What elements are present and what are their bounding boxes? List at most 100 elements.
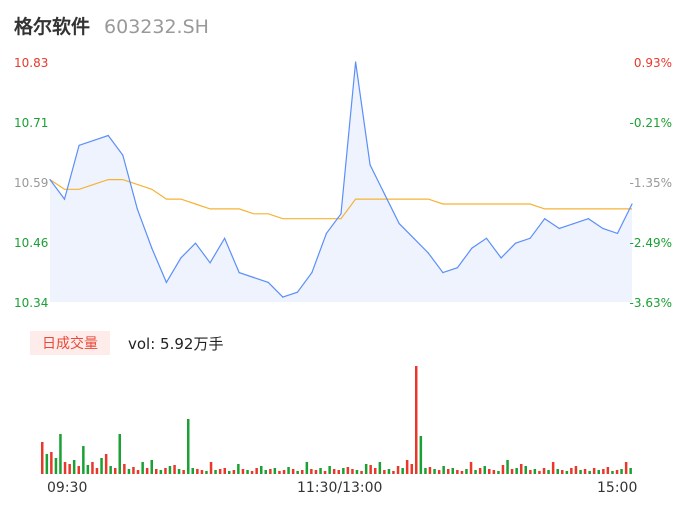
volume-bar — [68, 464, 71, 474]
price-point — [500, 257, 502, 259]
y-tick-left: 10.71 — [14, 116, 48, 130]
volume-bar — [369, 465, 372, 474]
volume-bar — [355, 470, 359, 474]
volume-bar — [173, 465, 176, 474]
price-point — [587, 218, 590, 220]
volume-bar — [401, 468, 404, 474]
volume-bar — [205, 471, 208, 474]
volume-bar — [255, 468, 258, 474]
volume-bar — [264, 470, 267, 474]
price-point — [136, 208, 138, 210]
average-line — [49, 179, 632, 220]
y-tick-right: 0.93% — [634, 56, 672, 70]
price-point — [49, 179, 51, 181]
price-point — [93, 139, 95, 141]
volume-bar — [314, 470, 318, 474]
price-point — [602, 227, 604, 230]
volume-bar — [492, 470, 496, 474]
y-tick-right: -3.63% — [630, 296, 672, 310]
price-point — [544, 218, 546, 220]
volume-bar — [104, 454, 108, 474]
volume-bar — [424, 468, 427, 474]
volume-bar — [114, 468, 117, 474]
volume-bar — [273, 468, 277, 474]
volume-bar — [301, 470, 304, 474]
volume-bar — [132, 467, 135, 474]
volume-bar — [246, 470, 249, 474]
volume-bar — [360, 471, 363, 474]
time-label-midday: 11:30/13:00 — [297, 480, 383, 496]
volume-bar — [351, 469, 354, 474]
volume-bar — [282, 470, 286, 474]
volume-bar — [337, 470, 340, 474]
volume-bar — [136, 470, 140, 474]
volume-bar — [323, 471, 327, 474]
volume-bar — [291, 469, 295, 474]
volume-bar — [228, 471, 231, 474]
volume-bar — [565, 471, 569, 474]
price-point — [471, 247, 473, 249]
volume-bar — [196, 469, 199, 474]
volume-bar — [561, 470, 564, 474]
volume-bar — [588, 471, 591, 474]
volume-bar — [100, 458, 103, 474]
y-tick-right: -0.21% — [630, 116, 672, 130]
volume-bar — [606, 467, 610, 474]
volume-bar — [542, 468, 546, 474]
volume-bar — [428, 467, 432, 474]
price-point — [151, 247, 153, 249]
volume-bar — [310, 469, 313, 474]
volume-bar — [86, 465, 90, 474]
volume-bar — [145, 468, 149, 474]
price-point — [616, 232, 619, 234]
volume-bar — [405, 460, 409, 474]
volume-bar — [410, 464, 413, 474]
volume-bar — [378, 462, 382, 474]
volume-bar — [551, 462, 555, 474]
price-point — [340, 213, 342, 215]
volume-bar — [442, 466, 445, 474]
price-point — [369, 164, 371, 166]
volume-bar — [223, 468, 226, 474]
price-point — [311, 272, 313, 274]
volume-bar — [164, 468, 167, 474]
price-point — [63, 198, 66, 200]
volume-bar — [342, 468, 345, 474]
volume-bar — [82, 446, 85, 474]
volume-bar-chart — [41, 366, 632, 474]
volume-bar — [155, 469, 158, 474]
volume-bar — [72, 460, 76, 474]
volume-bar — [237, 464, 240, 474]
volume-bar — [579, 470, 582, 474]
volume-bar — [123, 464, 126, 474]
volume-bar — [346, 467, 350, 474]
volume-bar — [547, 470, 550, 474]
price-point — [384, 193, 386, 195]
stock-header: 格尔软件 603232.SH — [14, 12, 209, 40]
y-tick-right: -1.35% — [630, 176, 672, 190]
volume-bar — [460, 471, 464, 474]
volume-bar — [447, 469, 450, 474]
volume-bar — [50, 452, 53, 474]
volume-bar — [191, 468, 194, 474]
volume-bar — [392, 471, 395, 474]
price-point — [515, 242, 517, 244]
y-tick-left: 10.46 — [14, 236, 48, 250]
volume-bar — [364, 464, 368, 474]
volume-bar — [118, 434, 121, 474]
y-tick-left: 10.34 — [14, 296, 48, 310]
volume-bar — [374, 468, 377, 474]
price-point — [558, 227, 560, 230]
price-point — [325, 232, 327, 234]
volume-tag[interactable]: 日成交量 — [30, 331, 110, 355]
volume-bar — [437, 470, 441, 474]
volume-bar — [209, 462, 213, 474]
volume-bar — [520, 464, 523, 474]
volume-bar — [187, 419, 190, 474]
time-axis: 09:30 11:30/13:00 15:00 — [0, 480, 686, 502]
volume-bar — [59, 434, 62, 474]
price-point — [427, 252, 429, 254]
volume-bar — [387, 469, 391, 474]
price-point — [573, 223, 575, 225]
volume-bar — [611, 471, 614, 474]
